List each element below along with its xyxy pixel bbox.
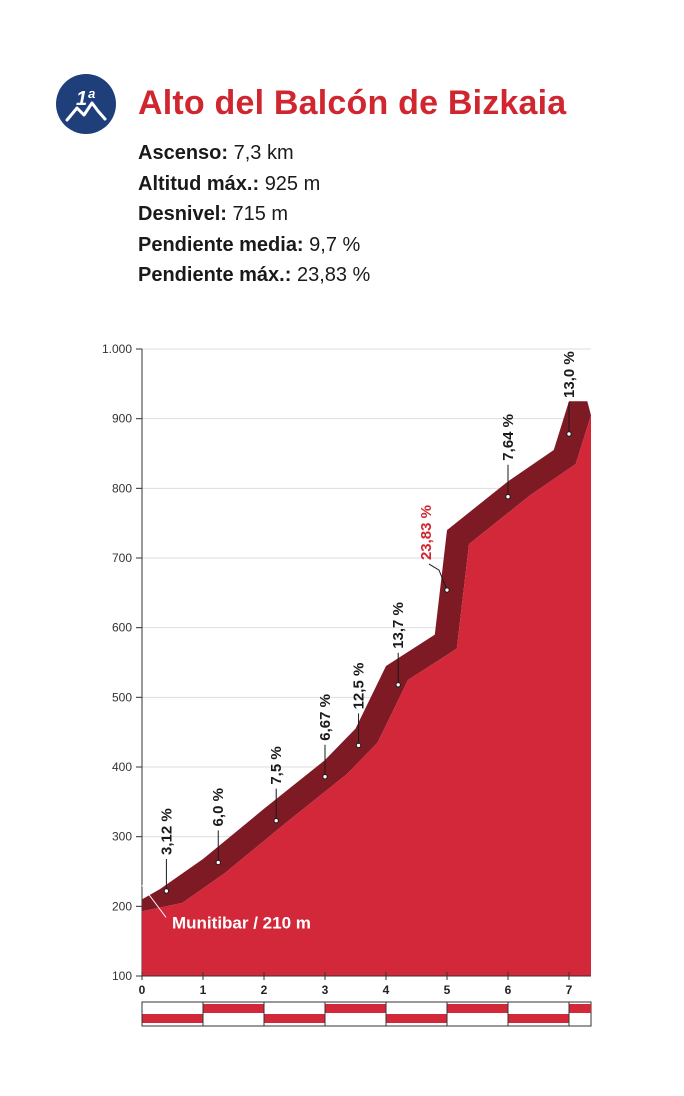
grade-point xyxy=(395,682,401,688)
grade-point xyxy=(215,859,221,866)
y-tick-label: 600 xyxy=(112,621,132,635)
x-tick-label: 7 xyxy=(566,983,573,997)
stat-row: Desnivel: 715 m xyxy=(138,199,370,230)
x-tick-label: 1 xyxy=(200,983,207,997)
stat-row: Ascenso: 7,3 km xyxy=(138,138,370,169)
stat-label: Pendiente máx.: xyxy=(138,264,292,286)
grade-label: 7,5 % xyxy=(268,746,285,784)
x-tick-label: 4 xyxy=(383,983,390,997)
x-tick-label: 6 xyxy=(505,983,512,997)
grade-label: 23,83 % xyxy=(418,505,435,560)
km-scale-segment xyxy=(264,1014,325,1023)
stat-label: Desnivel: xyxy=(138,203,227,225)
x-tick-label: 0 xyxy=(139,983,146,997)
stat-value: 715 m xyxy=(232,203,289,225)
grade-point xyxy=(355,742,362,749)
stat-label: Ascenso: xyxy=(138,142,229,164)
y-tick-label: 300 xyxy=(112,830,132,844)
y-tick-label: 500 xyxy=(112,690,132,704)
y-tick-label: 1.000 xyxy=(102,342,132,356)
stat-label: Pendiente media: xyxy=(138,233,304,256)
y-tick-label: 400 xyxy=(112,760,132,774)
grade-label: 6,0 % xyxy=(210,788,227,826)
y-tick-label: 700 xyxy=(112,551,132,565)
grade-label: 7,64 % xyxy=(500,414,517,461)
category-badge: 1ª xyxy=(56,74,116,134)
stat-row: Pendiente máx.: 23,83 % xyxy=(138,260,370,291)
grade-point xyxy=(322,774,328,780)
profile-band xyxy=(142,401,591,912)
grade-leader-line xyxy=(428,563,448,591)
km-scale-segment xyxy=(203,1004,264,1013)
grade-label: 3,12 % xyxy=(158,808,175,855)
stat-value: 7,3 km xyxy=(233,142,294,164)
y-tick-label: 800 xyxy=(112,481,132,495)
stat-row: Pendiente media: 9,7 % xyxy=(138,230,370,261)
x-tick-label: 2 xyxy=(261,983,268,997)
grade-point xyxy=(566,431,572,437)
grade-point xyxy=(163,888,170,894)
start-annotation: Munitibar / 210 m xyxy=(172,913,311,932)
climb-title: Alto del Balcón de Bizkaia xyxy=(138,84,567,122)
stat-value: 925 m xyxy=(264,172,321,195)
km-scale-segment xyxy=(142,1014,203,1023)
grade-point xyxy=(444,587,450,593)
km-scale-segment xyxy=(508,1014,569,1023)
badge-circle xyxy=(56,74,116,134)
x-tick-label: 3 xyxy=(322,983,329,997)
y-tick-label: 100 xyxy=(112,969,132,983)
km-scale-segment xyxy=(325,1004,386,1013)
profile-area xyxy=(142,415,591,976)
km-scale-segment xyxy=(386,1014,447,1023)
grade-label: 13,7 % xyxy=(390,602,407,649)
x-tick-label: 5 xyxy=(444,983,451,997)
mountain-icon xyxy=(65,101,107,122)
y-tick-label: 200 xyxy=(112,899,132,913)
grade-label: 12,5 % xyxy=(351,663,368,710)
grade-point xyxy=(505,493,511,500)
stat-label: Altitud máx.: xyxy=(138,172,260,195)
stat-value: 9,7 % xyxy=(309,233,361,256)
start-leader-line xyxy=(141,885,167,918)
y-tick-label: 900 xyxy=(112,412,132,426)
stat-value: 23,83 % xyxy=(296,264,371,286)
grade-label: 6,67 % xyxy=(317,694,334,741)
km-scale-segment xyxy=(447,1004,508,1013)
climb-stats: Ascenso: 7,3 km Altitud máx.: 925 m Desn… xyxy=(138,138,370,291)
km-scale-segment xyxy=(569,1004,591,1013)
grade-label: 13,0 % xyxy=(561,351,578,398)
grade-point xyxy=(273,817,279,824)
stat-row: Altitud máx.: 925 m xyxy=(138,169,370,200)
